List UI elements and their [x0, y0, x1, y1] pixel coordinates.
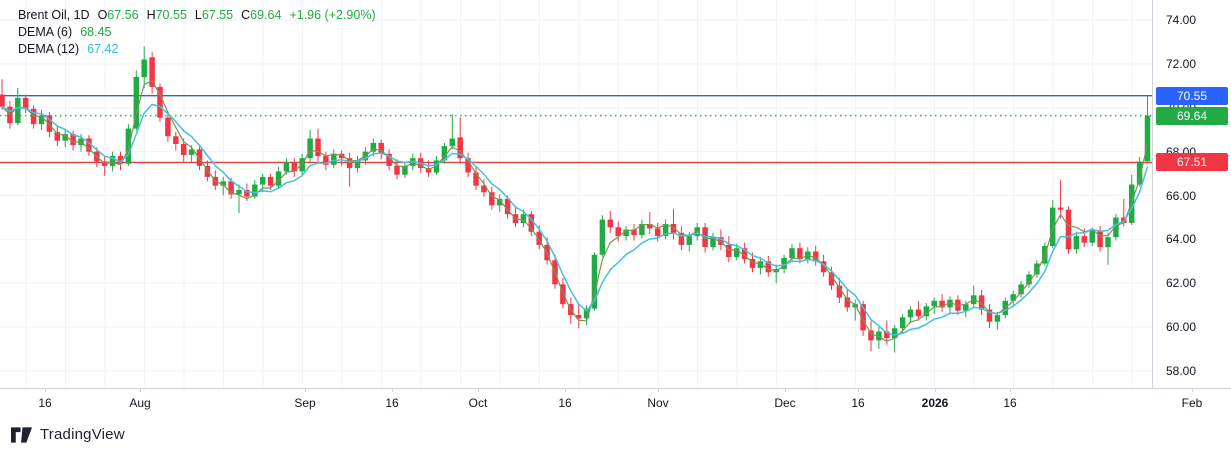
time-tick-label: 16 [1003, 396, 1017, 410]
time-tick-label: Nov [647, 396, 669, 410]
time-tick-label: 16 [38, 396, 52, 410]
level-lines[interactable] [0, 94, 1152, 164]
time-tick-mark [858, 388, 859, 392]
indicator-value: 68.45 [80, 25, 112, 39]
symbol-legend-row[interactable]: Brent Oil, 1D O 67.56 H 70.55 L 67.55 C 69.6… [18, 7, 376, 24]
high-value: H 70.55 [146, 8, 187, 22]
time-tick-mark [478, 388, 479, 392]
legend: Brent Oil, 1D O 67.56 H 70.55 L 67.55 C 69.6… [18, 7, 376, 58]
price-tick-label: 74.00 [1166, 13, 1197, 27]
change-value: +1.96 (+2.90%) [289, 8, 376, 22]
time-tick-mark [565, 388, 566, 392]
time-tick-mark [45, 388, 46, 392]
tradingview-link[interactable]: TradingView [11, 426, 125, 443]
indicator-row-dema6[interactable]: DEMA (6) 68.45 [18, 24, 376, 41]
chart-pane[interactable] [0, 0, 1152, 388]
time-tick-label: Oct [468, 396, 488, 410]
dema6-line [1, 80, 1149, 342]
price-badge-69.64: 69.64 [1156, 106, 1228, 125]
indicator-name: DEMA (6) [18, 25, 73, 39]
indicator-name: DEMA (12) [18, 42, 80, 56]
time-tick-label: Dec [774, 396, 796, 410]
footer: TradingView [0, 417, 1231, 452]
open-value: O 67.56 [97, 8, 139, 22]
time-tick-mark [140, 388, 141, 392]
price-tick-label: 66.00 [1166, 188, 1197, 203]
time-tick-mark [1010, 388, 1011, 392]
price-chart[interactable] [0, 0, 1152, 388]
indicator-value: 67.42 [87, 42, 119, 56]
time-tick-mark [305, 388, 306, 392]
time-tick-label: Aug [129, 396, 151, 410]
dema12-line [1, 103, 1149, 336]
time-tick-mark [785, 388, 786, 392]
price-tick-label: 62.00 [1166, 276, 1197, 291]
time-tick-label: 16 [558, 396, 572, 410]
price-tick-label: 60.00 [1166, 320, 1197, 335]
price-tick-label: 72.00 [1166, 56, 1197, 71]
time-tick-mark [1192, 388, 1193, 392]
indicator-row-dema12[interactable]: DEMA (12) 67.42 [18, 41, 376, 58]
time-tick-label: Feb [1181, 396, 1203, 410]
time-tick-label: 16 [385, 396, 399, 410]
price-badge-67.51: 67.51 [1156, 153, 1228, 172]
time-tick-mark [392, 388, 393, 392]
brand-text: TradingView [40, 426, 125, 443]
time-tick-label: Sep [294, 396, 316, 410]
price-axis[interactable]: 74.0072.0070.0068.0066.0064.0062.0060.00… [1152, 0, 1231, 388]
grid-layer [0, 0, 1152, 388]
price-tick-label: 58.00 [1166, 364, 1197, 378]
symbol-title: Brent Oil, 1D [18, 8, 90, 22]
price-badge-70.55: 70.55 [1156, 86, 1228, 105]
close-value: C 69.64 [241, 8, 282, 22]
time-tick-label: 16 [851, 396, 865, 410]
low-value: L 67.55 [194, 8, 234, 22]
candles-layer [0, 46, 1151, 353]
price-tick-label: 64.00 [1166, 232, 1197, 247]
time-tick-mark [658, 388, 659, 392]
time-tick-label: 2026 [921, 396, 949, 410]
time-tick-mark [935, 388, 936, 392]
tradingview-logo-icon [11, 426, 33, 443]
time-axis[interactable]: 16 Aug Sep 16 Oct 16 Nov Dec 16 2026 16 Feb [0, 388, 1231, 419]
